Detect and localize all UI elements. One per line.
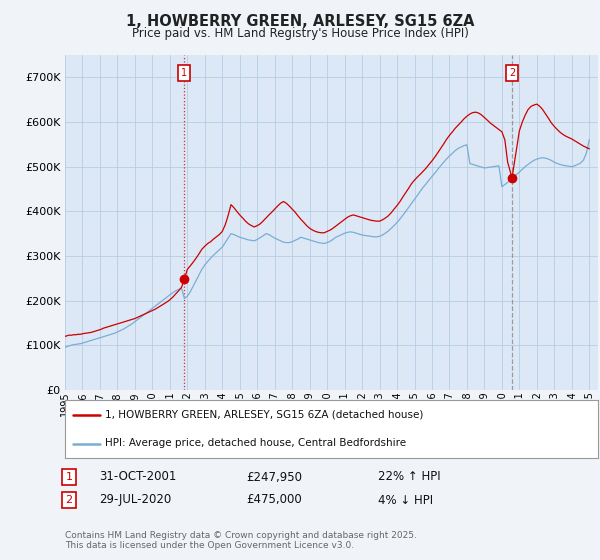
Text: £247,950: £247,950: [246, 470, 302, 483]
Text: Contains HM Land Registry data © Crown copyright and database right 2025.
This d: Contains HM Land Registry data © Crown c…: [65, 530, 416, 550]
Text: 1: 1: [181, 68, 187, 78]
Text: 2: 2: [65, 495, 73, 505]
Text: 4% ↓ HPI: 4% ↓ HPI: [378, 493, 433, 506]
Text: HPI: Average price, detached house, Central Bedfordshire: HPI: Average price, detached house, Cent…: [105, 438, 406, 449]
Text: 1, HOWBERRY GREEN, ARLESEY, SG15 6ZA (detached house): 1, HOWBERRY GREEN, ARLESEY, SG15 6ZA (de…: [105, 409, 424, 419]
Text: 1: 1: [65, 472, 73, 482]
Text: 31-OCT-2001: 31-OCT-2001: [99, 470, 176, 483]
Text: 2: 2: [509, 68, 515, 78]
Text: 29-JUL-2020: 29-JUL-2020: [99, 493, 171, 506]
Text: Price paid vs. HM Land Registry's House Price Index (HPI): Price paid vs. HM Land Registry's House …: [131, 27, 469, 40]
Text: 22% ↑ HPI: 22% ↑ HPI: [378, 470, 440, 483]
Text: 1, HOWBERRY GREEN, ARLESEY, SG15 6ZA: 1, HOWBERRY GREEN, ARLESEY, SG15 6ZA: [126, 14, 474, 29]
Text: £475,000: £475,000: [246, 493, 302, 506]
